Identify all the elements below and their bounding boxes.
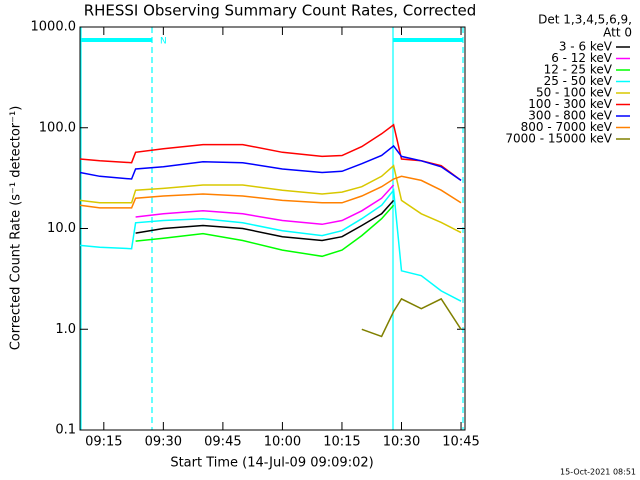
series-line [79, 188, 462, 302]
x-axis-label: Start Time (14-Jul-09 09:09:02) [170, 456, 373, 471]
legend-label: 6 - 12 keV [551, 51, 613, 65]
x-tick-label: 09:15 [85, 435, 122, 450]
legend-title: Det 1,3,4,5,6,9, [538, 13, 632, 27]
legend-label: 800 - 7000 keV [521, 120, 613, 134]
series-line [79, 175, 462, 209]
legend-label: 3 - 6 keV [559, 40, 613, 54]
footer: 15-Oct-2021 08:51 [560, 468, 636, 477]
x-tick-label: 09:30 [145, 435, 182, 450]
y-tick-label: 1.0 [55, 322, 76, 337]
y-tick-label: 100.0 [39, 120, 76, 135]
series-line [79, 144, 462, 182]
series-line [79, 123, 462, 182]
y-tick-label: 10.0 [47, 221, 76, 236]
annotation: N [160, 37, 167, 47]
legend-label: 50 - 100 keV [536, 86, 613, 100]
x-tick-label: 10:45 [442, 435, 479, 450]
y-tick-label: 0.1 [55, 423, 76, 438]
legend-label: 300 - 800 keV [528, 109, 612, 123]
legend-label: 7000 - 15000 keV [505, 132, 612, 146]
series-line [79, 164, 462, 234]
legend-title: Att 0 [603, 26, 632, 40]
x-tick-label: 10:30 [383, 435, 420, 450]
legend-label: 25 - 50 keV [544, 74, 613, 88]
legend-label: 12 - 25 keV [544, 63, 613, 77]
series-line [135, 184, 395, 226]
series-line [361, 297, 462, 338]
chart-title: RHESSI Observing Summary Count Rates, Co… [84, 2, 477, 20]
series-line [135, 199, 395, 242]
y-tick-label: 1000.0 [31, 20, 77, 35]
x-tick-label: 10:15 [323, 435, 360, 450]
x-tick-label: 10:00 [264, 435, 301, 450]
legend-label: 100 - 300 keV [528, 97, 612, 111]
series-line [135, 204, 395, 258]
x-tick-label: 09:45 [204, 435, 241, 450]
y-axis-label: Corrected Count Rate (s⁻¹ detector⁻¹) [9, 106, 24, 351]
